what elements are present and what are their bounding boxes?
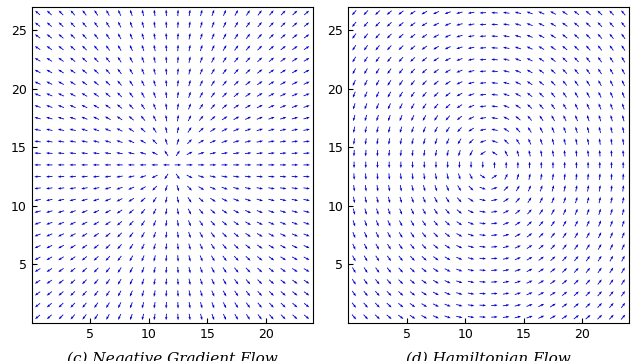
X-axis label: (d) Hamiltonian Flow: (d) Hamiltonian Flow xyxy=(406,352,571,361)
X-axis label: (c) Negative Gradient Flow: (c) Negative Gradient Flow xyxy=(67,352,278,361)
